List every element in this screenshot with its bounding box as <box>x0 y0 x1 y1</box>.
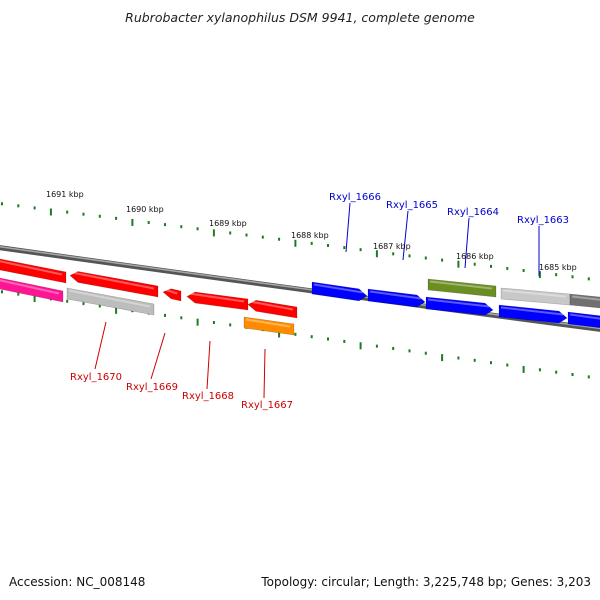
accession-text: Accession: NC_008148 <box>9 575 146 589</box>
gene-arrow[interactable] <box>0 257 67 284</box>
kbp-label: 1691 kbp <box>46 190 84 199</box>
gene-arrow-shine <box>569 313 600 320</box>
label-leader-line <box>150 332 166 380</box>
gene-arrow-shine <box>369 290 422 300</box>
kbp-label: 1687 kbp <box>373 242 411 251</box>
gene-arrow-shine <box>164 288 178 295</box>
gene-arrow-shine <box>500 306 564 316</box>
gene-arrow-shine <box>249 300 294 311</box>
gene-arrow-shine <box>71 271 155 290</box>
label-leader-line <box>94 321 107 370</box>
gene-arrow[interactable] <box>569 293 600 309</box>
gene-arrow-shine <box>68 289 151 308</box>
label-leader-line <box>402 210 409 261</box>
kbp-label: 1689 kbp <box>209 219 247 228</box>
gene-arrow[interactable] <box>0 276 64 303</box>
gene-arrow[interactable] <box>367 288 426 308</box>
gene-arrow[interactable] <box>567 311 600 329</box>
kbp-label: 1690 kbp <box>126 205 164 214</box>
label-leaders <box>94 202 540 399</box>
gene-label-reverse[interactable]: Rxyl_1669 <box>126 382 178 393</box>
gene-arrow[interactable] <box>247 299 298 319</box>
gene-arrow-shine <box>571 295 600 301</box>
gene-label-forward[interactable]: Rxyl_1665 <box>386 200 438 211</box>
gene-arrow[interactable] <box>243 316 295 336</box>
gene-arrow-shine <box>245 318 291 328</box>
map-title: Rubrobacter xylanophilus DSM 9941, compl… <box>125 10 475 25</box>
gene-arrow-shine <box>0 279 60 295</box>
label-leader-line <box>206 340 211 390</box>
gene-arrow[interactable] <box>498 304 568 324</box>
gene-label-reverse[interactable]: Rxyl_1670 <box>70 372 122 383</box>
gene-arrow[interactable] <box>427 278 497 298</box>
gene-arrow[interactable] <box>311 281 368 302</box>
gene-label-forward[interactable]: Rxyl_1666 <box>329 192 381 203</box>
gene-arrow[interactable] <box>69 271 159 298</box>
label-leader-line <box>345 202 351 253</box>
kbp-label: 1685 kbp <box>539 263 577 272</box>
features-layer <box>0 257 600 336</box>
gene-label-forward[interactable]: Rxyl_1663 <box>517 215 569 226</box>
label-leader-line <box>263 348 266 399</box>
gene-arrow-shine <box>313 283 364 294</box>
label-leader-line <box>464 217 470 269</box>
gene-arrow-shine <box>427 298 490 308</box>
gene-label-reverse[interactable]: Rxyl_1668 <box>182 391 234 402</box>
gene-arrow-shine <box>188 292 245 303</box>
gene-label-forward[interactable]: Rxyl_1664 <box>447 207 499 218</box>
gene-arrow-shine <box>502 289 567 298</box>
gene-arrow[interactable] <box>162 288 182 302</box>
kbp-label: 1688 kbp <box>291 231 329 240</box>
gene-arrow[interactable] <box>425 296 494 316</box>
gene-label-reverse[interactable]: Rxyl_1667 <box>241 400 293 411</box>
gene-arrow-shine <box>429 280 493 290</box>
gene-arrow[interactable] <box>66 287 155 316</box>
kbp-label: 1686 kbp <box>456 252 494 261</box>
genome-summary-text: Topology: circular; Length: 3,225,748 bp… <box>261 575 591 589</box>
ticks-upper-row <box>1 202 590 281</box>
gene-arrow-shine <box>0 260 63 276</box>
